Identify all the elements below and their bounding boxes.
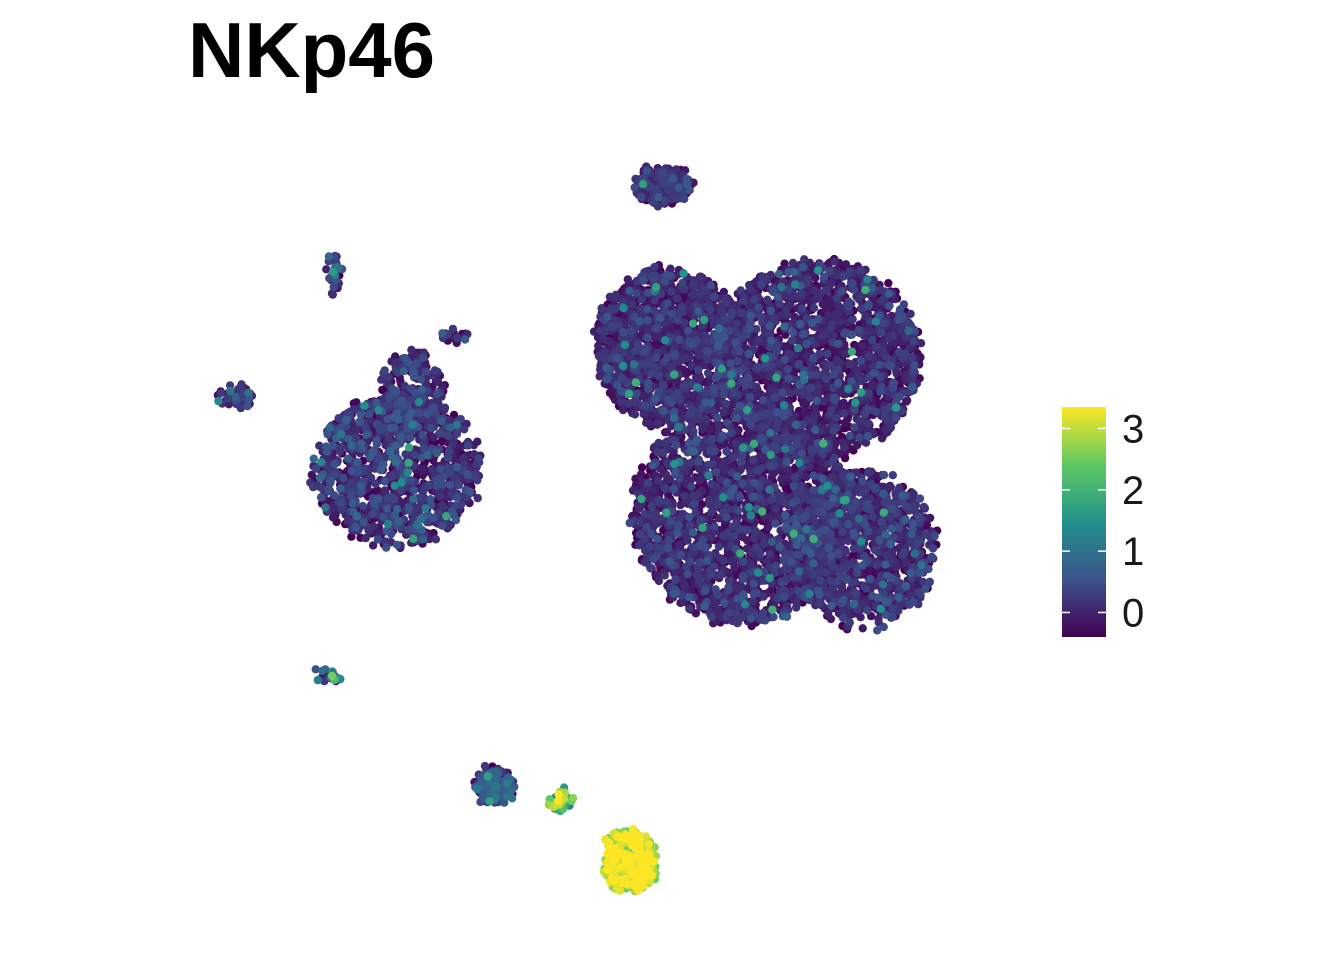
- scatter-point: [790, 312, 799, 322]
- scatter-point: [328, 513, 338, 522]
- scatter-point: [451, 456, 460, 465]
- scatter-point: [884, 279, 893, 288]
- scatter-points: [213, 162, 942, 896]
- scatter-point: [417, 465, 427, 475]
- scatter-point: [623, 275, 632, 284]
- scatter-point: [637, 463, 647, 472]
- scatter-point: [839, 399, 848, 408]
- scatter-point: [679, 597, 688, 607]
- scatter-point: [664, 491, 673, 500]
- scatter-point: [841, 419, 850, 428]
- scatter-point: [705, 425, 715, 434]
- scatter-point: [689, 391, 699, 400]
- scatter-point: [795, 337, 804, 346]
- scatter-point: [437, 437, 446, 446]
- scatter-point: [715, 441, 725, 450]
- scatter-point: [449, 410, 459, 420]
- scatter-point: [802, 472, 811, 482]
- scatter-point: [691, 609, 701, 618]
- scatter-point: [307, 470, 316, 479]
- scatter-point: [662, 427, 672, 437]
- scatter-point: [744, 428, 754, 438]
- scatter-point: [856, 613, 865, 622]
- scatter-point: [433, 377, 442, 386]
- scatter-point: [368, 541, 378, 550]
- scatter-point: [651, 340, 660, 349]
- scatter-point: [618, 405, 628, 415]
- scatter-point: [636, 470, 646, 479]
- scatter-point: [347, 532, 356, 541]
- scatter-point: [781, 330, 790, 339]
- scatter-point: [902, 396, 912, 405]
- scatter-point: [322, 265, 331, 274]
- chart-title: NKp46: [188, 6, 436, 94]
- scatter-point: [841, 260, 851, 269]
- scatter-point: [725, 568, 734, 578]
- scatter-point: [455, 443, 465, 452]
- scatter-point: [378, 385, 387, 395]
- scatter-point: [801, 401, 810, 411]
- scatter-point: [800, 409, 809, 418]
- scatter-point: [865, 566, 874, 575]
- scatter-point: [869, 519, 879, 528]
- scatter-point: [858, 624, 867, 633]
- scatter-point: [682, 369, 691, 379]
- scatter-point: [858, 341, 867, 350]
- scatter-point: [777, 474, 786, 483]
- scatter-point: [473, 437, 482, 446]
- scatter-point: [922, 520, 932, 530]
- scatter-point: [763, 523, 773, 532]
- scatter-point: [594, 341, 603, 351]
- scatter-point: [765, 587, 775, 596]
- scatter-point: [666, 264, 675, 273]
- scatter-point: [877, 434, 887, 443]
